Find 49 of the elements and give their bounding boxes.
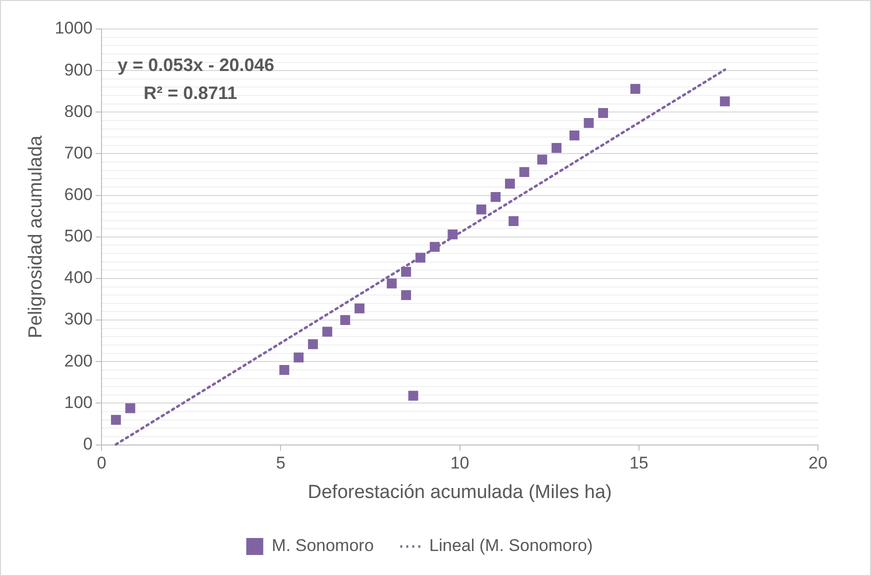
y-tick-label: 300: [64, 310, 93, 329]
point: [490, 192, 501, 202]
point: [125, 403, 136, 414]
point: [569, 130, 580, 140]
point: [401, 266, 412, 277]
point: [408, 390, 418, 401]
y-tick-label: 600: [64, 185, 93, 204]
y-tick-label: 700: [64, 143, 93, 162]
y-tick-label: 900: [64, 60, 93, 80]
x-tick-label: 20: [808, 454, 828, 473]
x-tick-label: 5: [276, 454, 286, 473]
point: [508, 216, 518, 226]
x-tick-label: 0: [96, 454, 106, 473]
y-tick-label: 0: [83, 434, 93, 454]
point: [537, 154, 548, 165]
y-axis-title: Peligrosidad acumulada: [26, 135, 47, 338]
y-tick-label: 100: [64, 392, 93, 412]
annotation: y = 0.053x - 20.046: [118, 54, 274, 75]
point: [308, 339, 318, 350]
x-tick-label: 10: [450, 454, 470, 473]
y-tick-label: 200: [64, 351, 93, 370]
legend-label: Lineal (M. Sonomoro): [429, 536, 593, 556]
point: [448, 229, 458, 240]
point: [415, 252, 426, 263]
point: [584, 118, 594, 128]
legend-label: M. Sonomoro: [272, 536, 374, 556]
point: [354, 303, 364, 314]
x-tick-label: 15: [629, 454, 648, 473]
point: [386, 278, 397, 288]
point: [552, 142, 562, 153]
point: [340, 315, 350, 326]
point: [476, 204, 486, 214]
point: [720, 96, 730, 106]
y-tick-label: 400: [64, 268, 93, 288]
point: [430, 242, 440, 252]
point: [322, 326, 332, 337]
point: [401, 290, 412, 300]
point: [598, 108, 608, 118]
point: [294, 352, 304, 362]
x-axis-title: Deforestación acumulada (Miles ha): [308, 482, 612, 503]
y-tick-label: 1000: [54, 18, 93, 38]
point: [505, 178, 515, 189]
y-tick-label: 500: [64, 226, 93, 246]
point: [630, 84, 640, 94]
y-tick-label: 800: [64, 102, 93, 121]
point: [110, 414, 121, 425]
annotation: R² = 0.8711: [144, 82, 238, 103]
point: [519, 167, 530, 177]
point: [279, 365, 290, 375]
